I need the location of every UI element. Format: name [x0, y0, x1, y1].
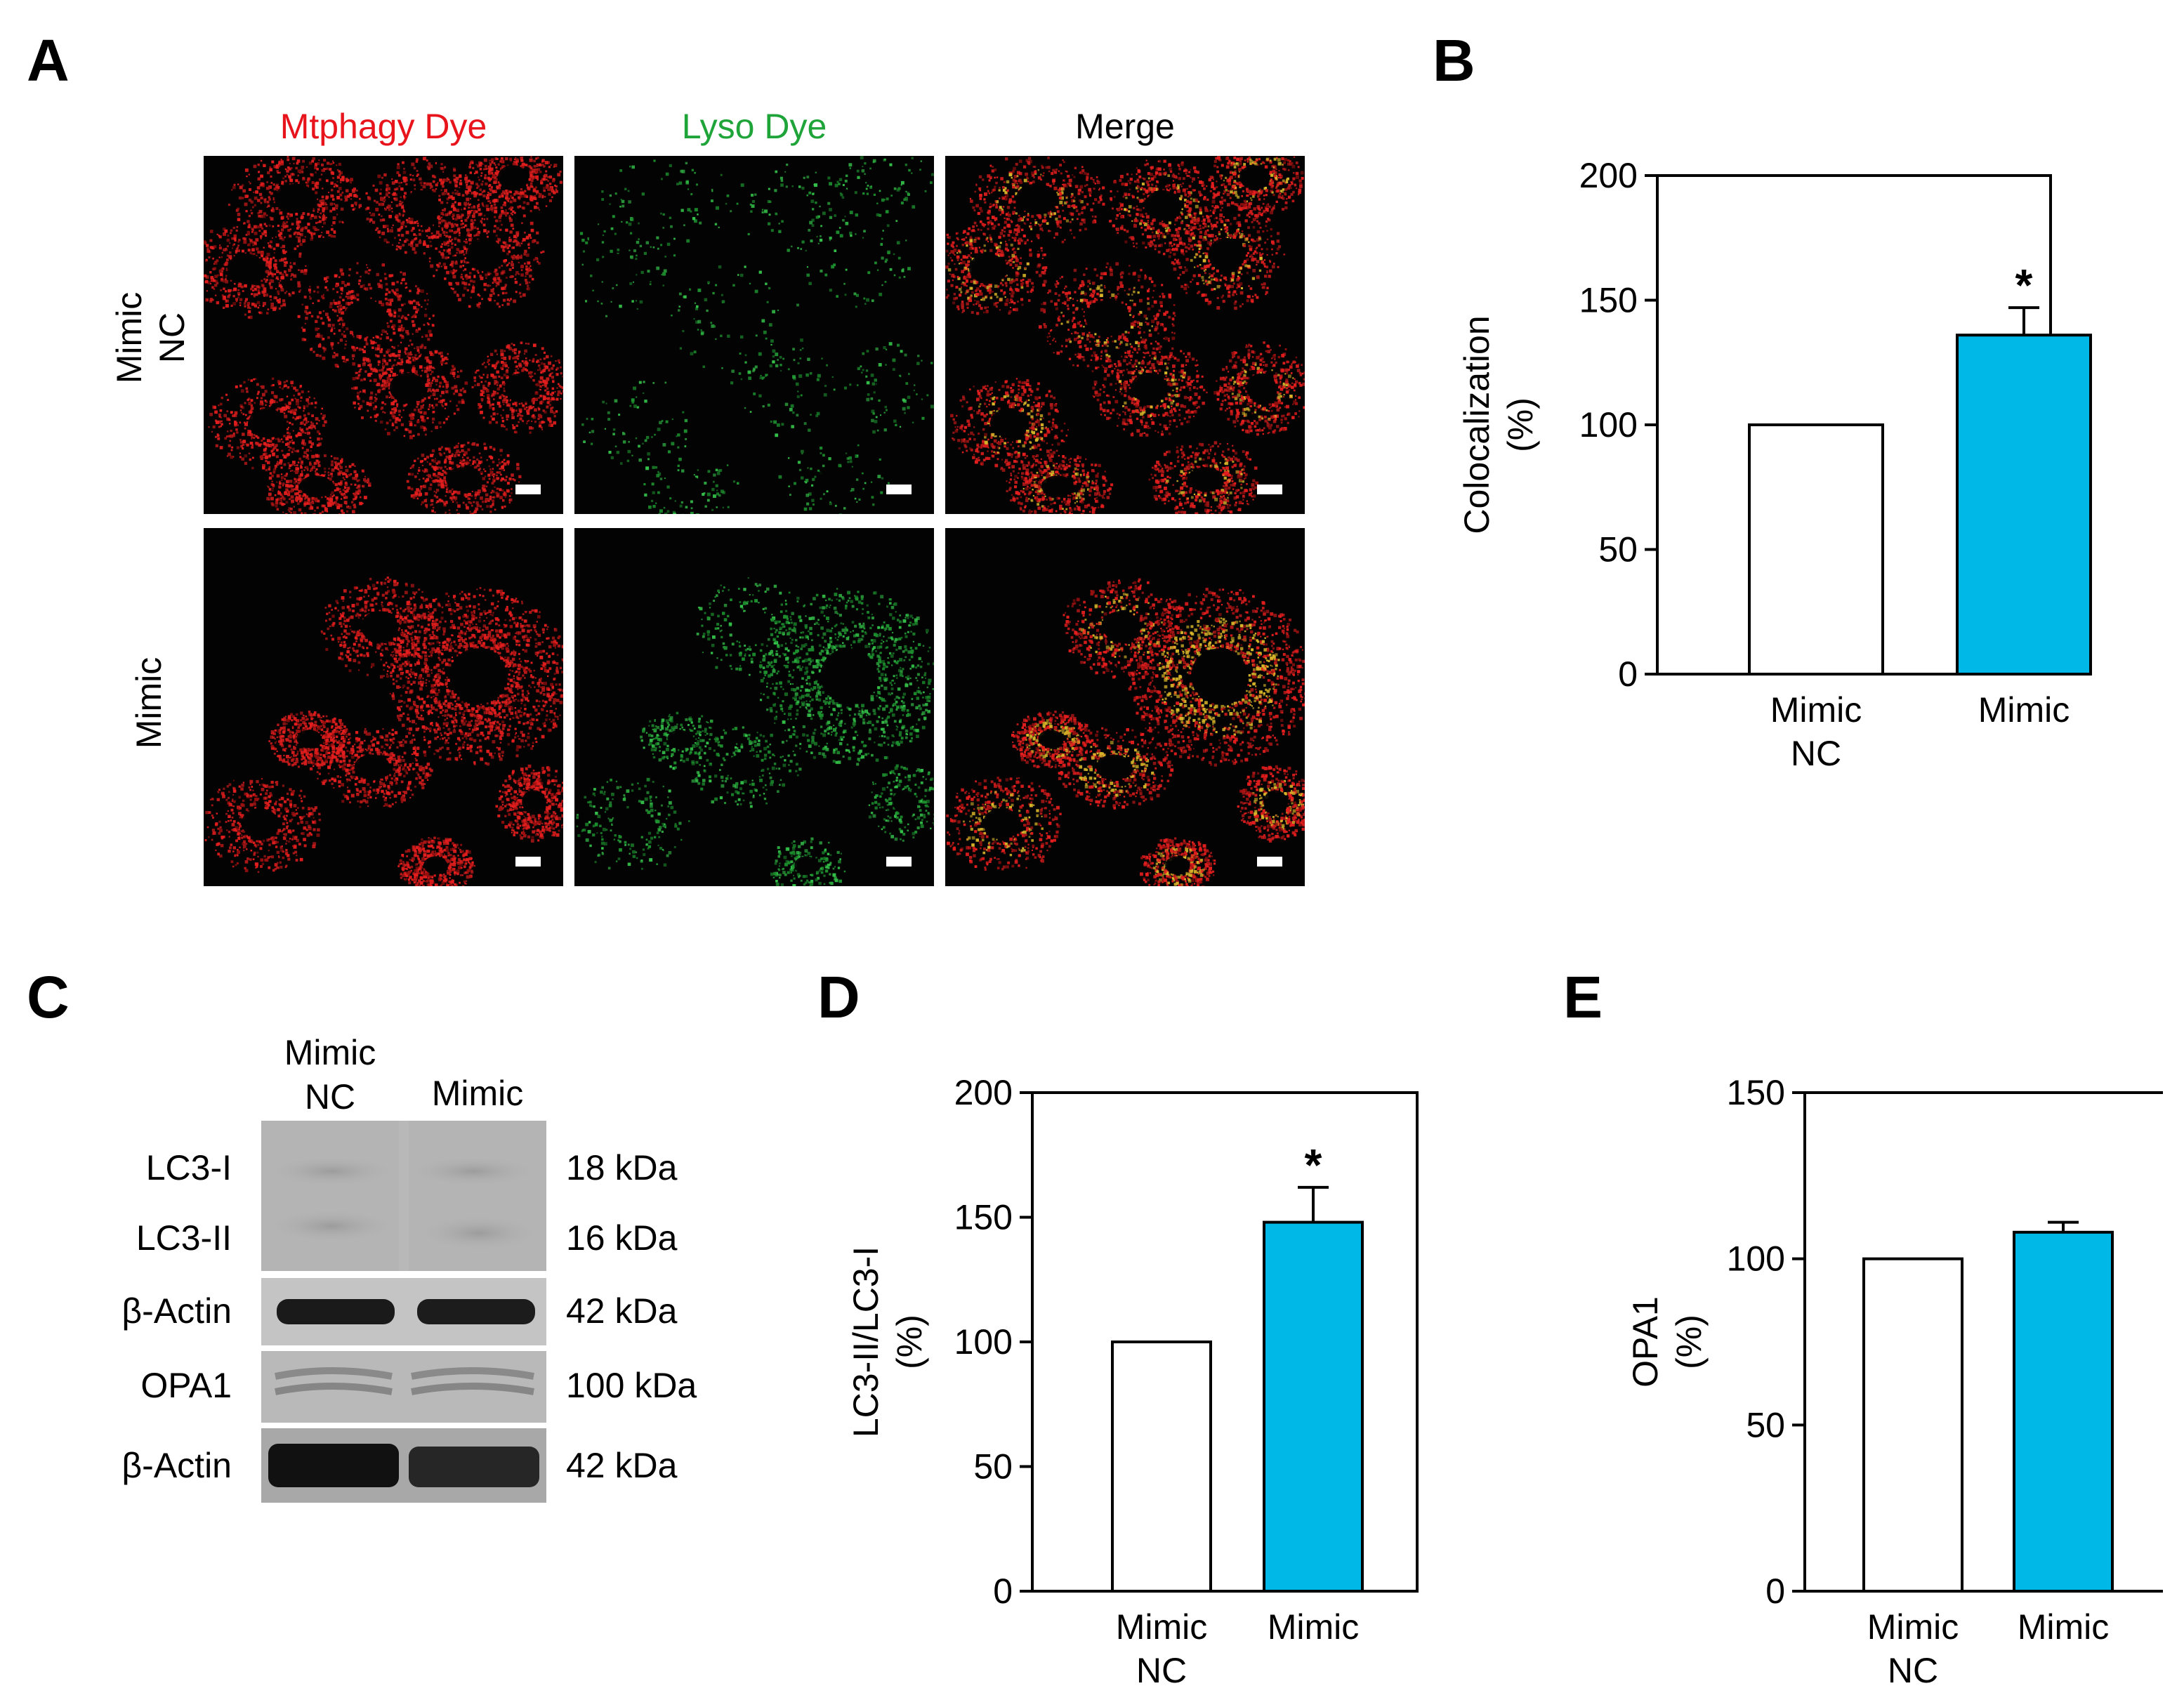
- y-tick-label: 0: [993, 1572, 1013, 1611]
- scale-bar: [515, 485, 541, 494]
- y-tick-label: 50: [1598, 530, 1638, 569]
- y-tick-label: 150: [1727, 1073, 1785, 1112]
- row-label-mimic: Mimic: [129, 657, 169, 749]
- blot-strip-opa1: [261, 1351, 546, 1423]
- column-title-merge: Merge: [1075, 107, 1175, 146]
- x-category-label: Mimic: [1268, 1607, 1360, 1647]
- bar-mimic: [2013, 1230, 2114, 1593]
- y-axis-label: LC3-II/LC3-I: [846, 1246, 886, 1437]
- y-axis-label: (%): [890, 1315, 929, 1369]
- row-label-mimic-nc: Mimic NC: [110, 291, 192, 384]
- panel-d-letter: D: [817, 964, 860, 1030]
- blot-mw-16kda: 16 kDa: [566, 1218, 678, 1258]
- bar-mimic: [1956, 334, 2092, 676]
- blot-mw-18kda: 18 kDa: [566, 1148, 678, 1187]
- y-axis-label: OPA1: [1626, 1296, 1665, 1388]
- column-title-mtphagy-dye: Mtphagy Dye: [279, 107, 487, 146]
- plot-frame: [1803, 1091, 2163, 1593]
- x-category-label: Mimic: [1867, 1607, 1959, 1647]
- y-tick-label: 200: [954, 1073, 1013, 1112]
- x-category-label: NC: [1791, 734, 1841, 773]
- y-tick-label: 0: [1765, 1572, 1785, 1611]
- x-category-label: Mimic: [1770, 690, 1862, 730]
- significance-star: *: [2015, 260, 2033, 310]
- micrograph-nc-merge: [945, 156, 1305, 514]
- scale-bar: [1257, 485, 1282, 494]
- y-tick-label: 100: [954, 1322, 1013, 1362]
- blot-strip-beta-actin-2: [261, 1428, 546, 1503]
- panel-b-letter: B: [1433, 27, 1475, 93]
- y-axis-label: (%): [1669, 1315, 1709, 1369]
- micrograph-nc-mtphagy: [204, 156, 563, 514]
- y-axis-label: Colocalization: [1457, 315, 1496, 534]
- y-tick-label: 150: [1579, 281, 1638, 320]
- y-tick-label: 100: [1727, 1239, 1785, 1279]
- blot-mw-100kda: 100 kDa: [566, 1366, 697, 1405]
- y-tick-label: 200: [1579, 156, 1638, 195]
- panel-c-letter: C: [27, 964, 70, 1030]
- scale-bar: [886, 857, 912, 867]
- scale-bar: [886, 485, 912, 494]
- x-category-label: Mimic: [2018, 1607, 2110, 1647]
- x-category-label: NC: [1888, 1651, 1938, 1685]
- x-category-label: Mimic: [1978, 690, 2070, 730]
- y-tick-label: 150: [954, 1198, 1013, 1237]
- micrograph-mimic-mtphagy: [204, 528, 563, 886]
- x-category-label: NC: [1136, 1651, 1187, 1685]
- scale-bar: [1257, 857, 1282, 867]
- blot-strip-lc3: [261, 1121, 546, 1271]
- scale-bar: [515, 857, 541, 867]
- micrograph-mimic-lyso: [574, 528, 934, 886]
- lane-label-mimic: Mimic: [431, 1074, 524, 1113]
- blot-mw-42kda-1: 42 kDa: [566, 1291, 678, 1331]
- bar-chart-colocalization: 0 50 100 150 200 Mimic NC * Mimic Colocalization(…: [1457, 156, 2092, 773]
- bar-mimic-nc: [1862, 1257, 1963, 1593]
- column-title-lyso-dye: Lyso Dye: [681, 107, 827, 146]
- panel-a-letter: A: [27, 27, 70, 93]
- significance-star: *: [1305, 1140, 1322, 1190]
- blot-label-beta-actin-2: β-Actin: [121, 1446, 232, 1485]
- y-tick-label: 50: [1746, 1405, 1785, 1444]
- blot-label-beta-actin-1: β-Actin: [121, 1291, 232, 1331]
- bar-chart-opa1: 0 50 100 150 Mimic NC Mimic OPA1 (%): [1626, 1073, 2163, 1685]
- bar-mimic: [1263, 1220, 1364, 1593]
- blot-label-lc3-i: LC3-I: [145, 1148, 232, 1187]
- micrograph-mimic-merge: [945, 528, 1305, 886]
- bar-chart-lc3-ratio: 0 50 100 150 200 Mimic NC * Mimic LC3-II/LC3-I (%): [846, 1073, 1419, 1685]
- blot-mw-42kda-2: 42 kDa: [566, 1446, 678, 1485]
- y-tick-label: 0: [1618, 654, 1638, 694]
- bar-mimic-nc: [1748, 423, 1884, 676]
- y-tick-label: 100: [1579, 405, 1638, 444]
- micrograph-nc-lyso: [574, 156, 934, 514]
- y-axis-label: (%): [1501, 397, 1540, 452]
- blot-label-opa1: OPA1: [140, 1366, 232, 1405]
- x-category-label: Mimic: [1116, 1607, 1208, 1647]
- blot-strip-beta-actin-1: [261, 1278, 546, 1345]
- lane-label-mimic-nc: Mimic NC: [284, 1033, 376, 1116]
- y-tick-label: 50: [973, 1447, 1013, 1487]
- panel-e-letter: E: [1563, 964, 1603, 1030]
- bar-mimic-nc: [1111, 1340, 1212, 1593]
- blot-label-lc3-ii: LC3-II: [136, 1218, 232, 1258]
